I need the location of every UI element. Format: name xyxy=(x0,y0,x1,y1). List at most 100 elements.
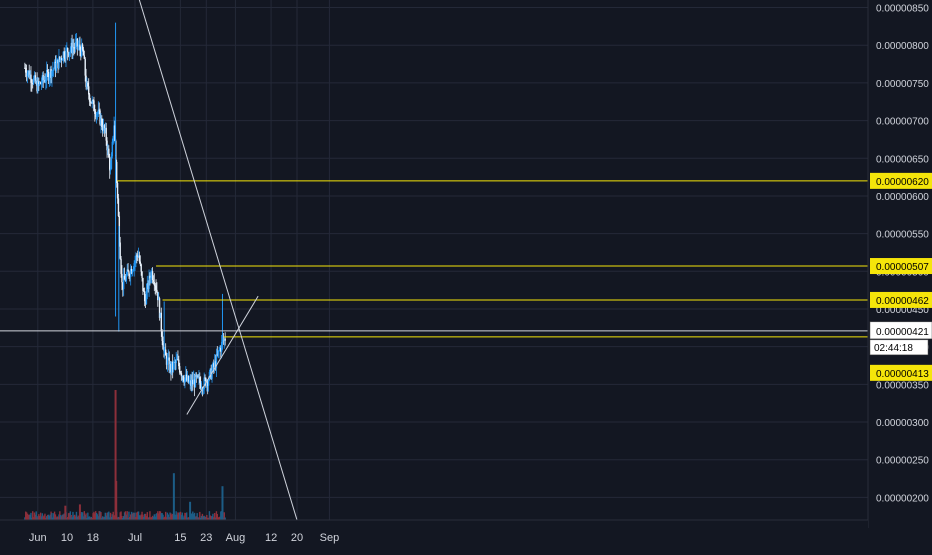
candle-body xyxy=(213,363,215,367)
candle-body xyxy=(110,156,113,169)
volume-bar xyxy=(161,513,163,520)
volume-bar xyxy=(90,516,93,520)
y-tick-label: 0.00000250 xyxy=(876,456,929,467)
volume-bar xyxy=(181,512,184,520)
volume-bar xyxy=(211,515,213,520)
trendlines[interactable] xyxy=(138,0,298,521)
volume-bar xyxy=(192,514,195,520)
time-axis-panel[interactable] xyxy=(0,520,868,550)
candle-body xyxy=(208,371,211,380)
candle-body xyxy=(50,69,52,78)
volume-bar xyxy=(224,517,226,520)
candle-body xyxy=(84,58,86,76)
volume-bar xyxy=(60,516,63,520)
candle-body xyxy=(73,47,75,49)
x-tick-label: 18 xyxy=(87,532,99,544)
volume-bar xyxy=(106,512,108,520)
x-tick-label: 10 xyxy=(61,532,73,544)
volume-bar xyxy=(69,511,72,520)
volume-bar xyxy=(46,516,48,520)
volume-bar xyxy=(149,511,151,520)
volume-bar xyxy=(74,514,76,520)
candle-body xyxy=(105,127,107,141)
volume-bar xyxy=(156,513,158,520)
candle-body xyxy=(53,68,55,70)
volume-bar xyxy=(88,516,91,520)
y-tick-label: 0.00000550 xyxy=(876,230,929,241)
candle-body xyxy=(88,94,91,102)
last-price-label: 0.00000413 xyxy=(870,364,932,381)
candle-body xyxy=(136,255,138,257)
volume-bar xyxy=(167,514,170,520)
volume-bar xyxy=(163,517,165,520)
volume-bar xyxy=(183,515,185,520)
candle-body xyxy=(214,361,217,369)
horizontal-levels[interactable] xyxy=(117,180,868,338)
volume-bar xyxy=(151,515,154,520)
volume-bar xyxy=(87,512,89,520)
candle-body xyxy=(29,74,31,78)
volume-bar xyxy=(67,513,70,520)
volume-bar xyxy=(94,513,96,520)
volume-bar xyxy=(208,511,211,520)
volume-bar xyxy=(25,511,27,520)
candle-body xyxy=(64,57,66,59)
candle-body xyxy=(196,375,198,377)
volume-bar xyxy=(130,511,133,520)
candle-body xyxy=(93,100,95,112)
candle-body xyxy=(106,140,108,151)
volume-bar xyxy=(147,517,149,520)
candle-body xyxy=(141,271,143,278)
volume-bar xyxy=(109,512,112,520)
y-tick-label: 0.00000750 xyxy=(876,79,929,90)
candle-body xyxy=(78,44,80,47)
volume-bar xyxy=(60,515,62,520)
volume-bar xyxy=(81,512,84,520)
volume-bar xyxy=(141,511,143,520)
volume-bar xyxy=(32,517,35,520)
volume-bar xyxy=(174,514,177,520)
price-candles xyxy=(24,22,226,397)
volume-bar xyxy=(45,517,47,520)
volume-bar xyxy=(194,516,197,520)
volume-bar xyxy=(108,511,110,520)
volume-bar xyxy=(84,514,86,520)
candle-body xyxy=(25,72,28,77)
volume-bar xyxy=(101,516,104,520)
candle-body xyxy=(116,182,119,199)
candle-body xyxy=(97,109,100,114)
volume-bar xyxy=(169,512,171,520)
trendline[interactable] xyxy=(138,0,298,521)
candle-body xyxy=(188,381,191,383)
candle-body xyxy=(120,258,122,274)
last-price-box xyxy=(870,364,932,381)
candle-body xyxy=(138,255,141,262)
trendline[interactable] xyxy=(186,295,259,415)
x-tick-label: 23 xyxy=(200,532,212,544)
volume-bar xyxy=(177,512,179,520)
candle-body xyxy=(175,359,177,364)
volume-bar xyxy=(182,517,184,520)
volume-spike-bar xyxy=(221,486,224,520)
candle-body xyxy=(186,375,189,381)
candle-body xyxy=(61,59,64,61)
volume-bar xyxy=(137,511,140,520)
volume-bar xyxy=(122,516,125,520)
volume-bar xyxy=(197,517,199,520)
candle-body xyxy=(89,101,92,103)
volume-bar xyxy=(59,511,61,520)
candle-body xyxy=(178,366,181,373)
volume-bar xyxy=(179,511,182,520)
volume-bar xyxy=(63,513,65,520)
candle-body xyxy=(172,362,175,370)
candle-body xyxy=(199,377,201,383)
candle-body xyxy=(148,275,150,290)
candle-body xyxy=(128,271,130,276)
candle-body xyxy=(185,374,187,379)
volume-bar xyxy=(122,517,124,520)
volume-bar xyxy=(108,517,111,520)
candle-body xyxy=(70,42,72,50)
volume-bar xyxy=(53,513,55,520)
